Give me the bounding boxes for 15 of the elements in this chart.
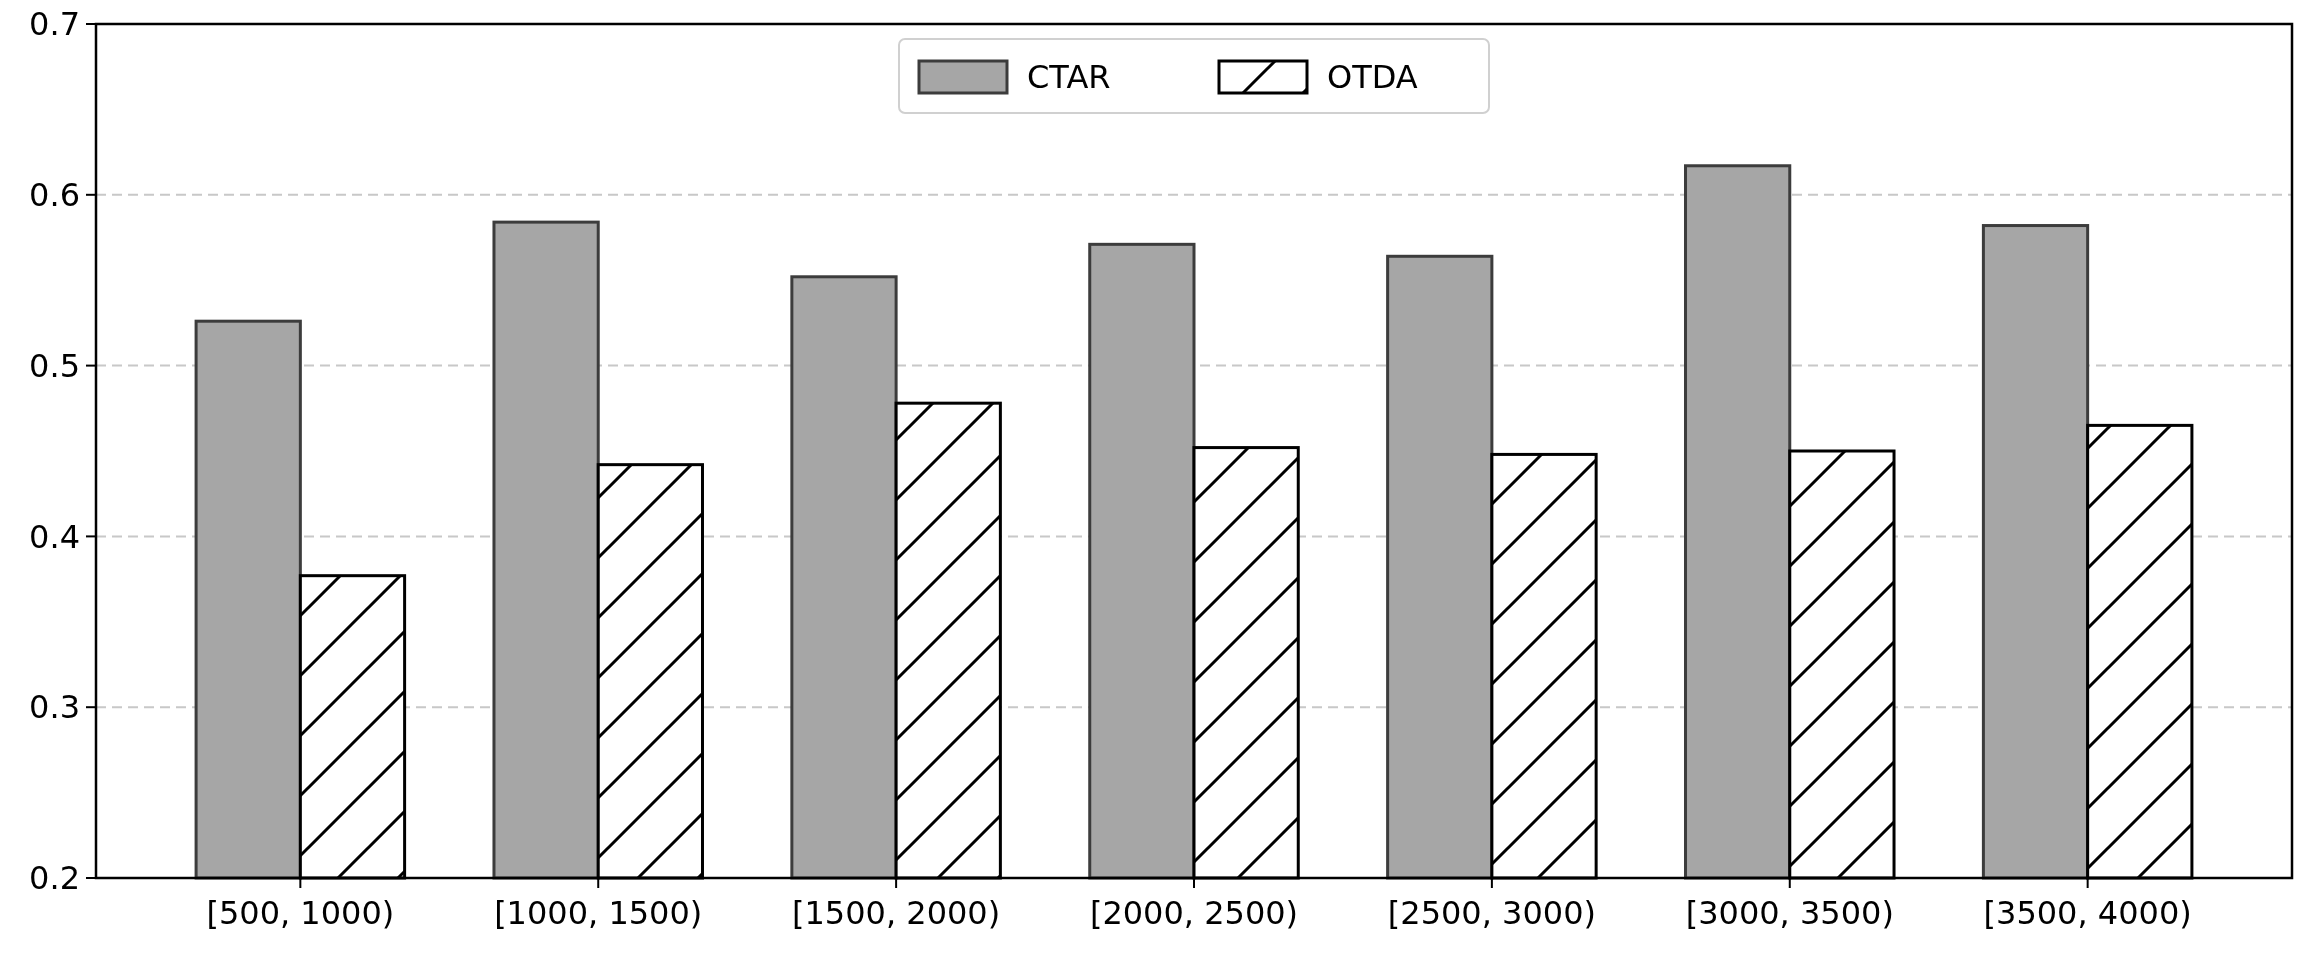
x-tick-label: [2500, 3000): [1387, 894, 1596, 932]
y-tick-label: 0.2: [29, 859, 80, 898]
legend-label: OTDA: [1327, 58, 1418, 97]
y-tick-label: 0.6: [29, 176, 80, 214]
x-tick-label: [3500, 4000): [1983, 894, 2192, 932]
y-tick-label: 0.4: [29, 517, 80, 556]
legend-label: CTAR: [1027, 58, 1111, 97]
x-tick-label: [1500, 2000): [792, 894, 1001, 932]
y-tick-label: 0.3: [29, 688, 80, 727]
x-tick-label: [1000, 1500): [494, 894, 703, 932]
x-tick-label: [500, 1000): [206, 894, 395, 932]
y-tick-label: 0.7: [29, 5, 80, 44]
y-tick-label: 0.5: [29, 346, 80, 385]
x-tick-label: [3000, 3500): [1685, 894, 1894, 932]
x-tick-label: [2000, 2500): [1089, 894, 1299, 932]
